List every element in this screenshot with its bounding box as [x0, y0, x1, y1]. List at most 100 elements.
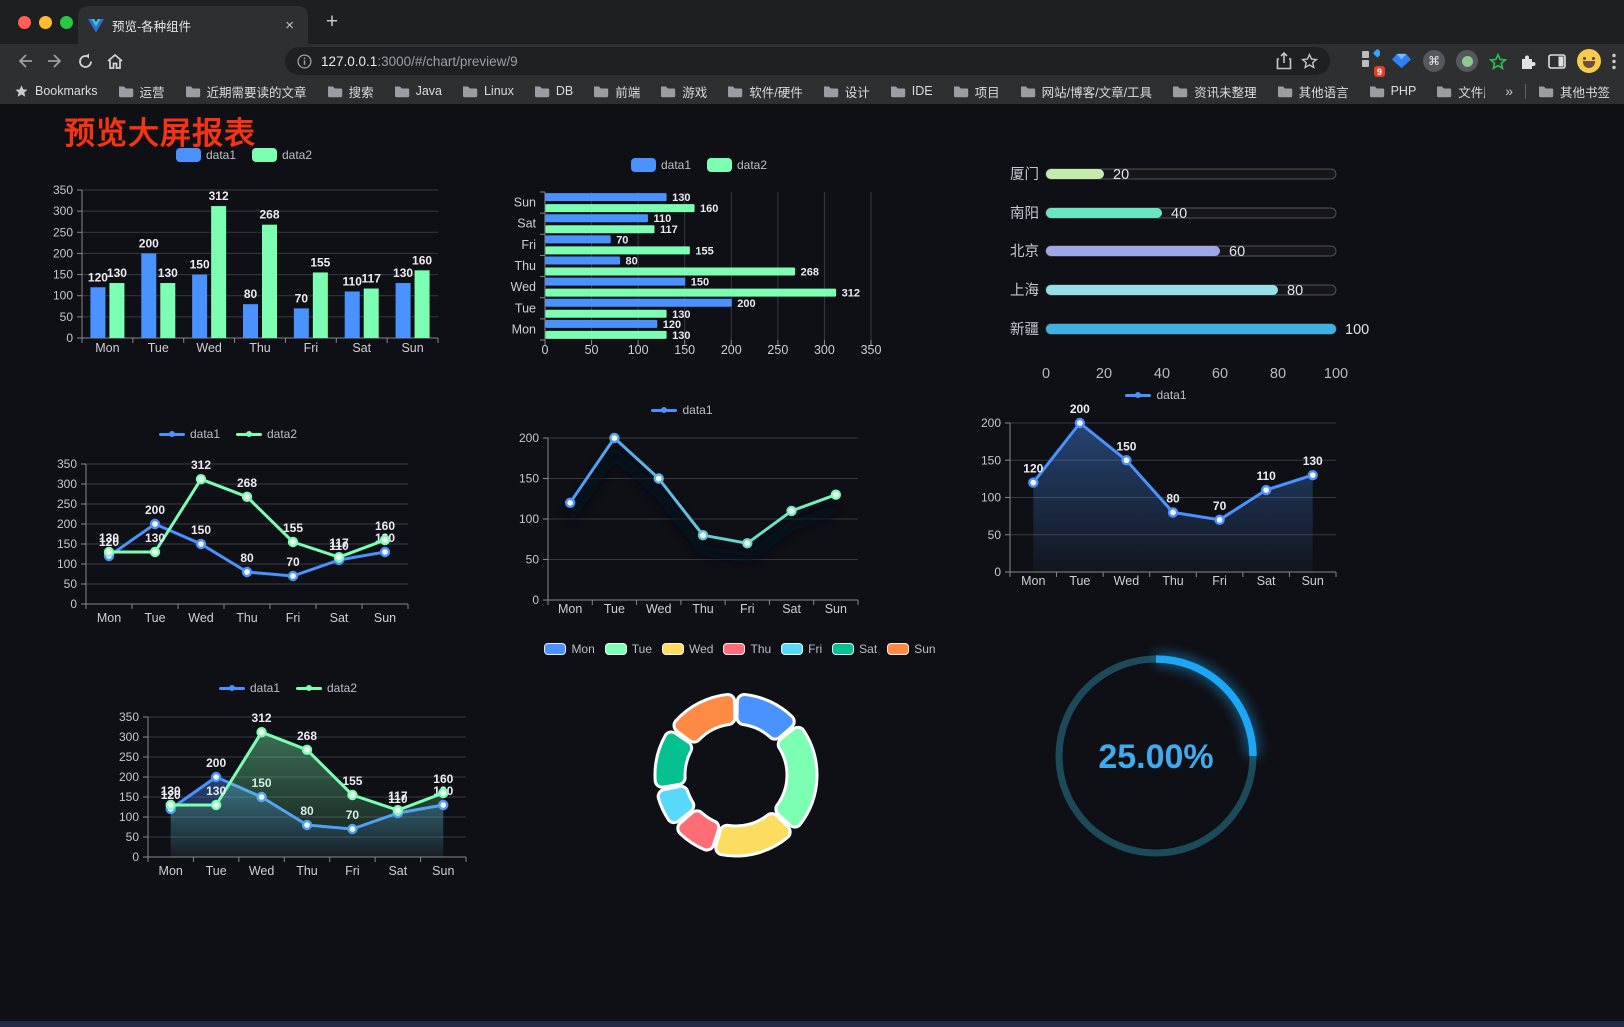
svg-text:150: 150 [519, 472, 539, 486]
svg-text:25.00%: 25.00% [1098, 738, 1213, 776]
svg-text:100: 100 [519, 512, 539, 526]
bookmark-folder[interactable]: IDE [890, 84, 933, 98]
legend-item-data1[interactable]: data1 [175, 148, 236, 162]
svg-text:0: 0 [542, 343, 549, 357]
legend-label: data2 [737, 158, 768, 172]
svg-text:80: 80 [1270, 366, 1286, 382]
legend-item-data2[interactable]: data2 [296, 681, 357, 695]
legend-item-Sat[interactable]: Sat [832, 642, 877, 656]
bookmark-folder[interactable]: 前端 [593, 82, 640, 101]
svg-text:Sun: Sun [432, 864, 454, 878]
bookmark-star-icon[interactable] [1301, 53, 1318, 69]
puzzle-extensions-icon[interactable] [1518, 52, 1537, 71]
bookmark-folder[interactable]: 其他语言 [1277, 82, 1349, 101]
chart-canvas[interactable] [538, 632, 942, 900]
donut-slice-Mon [735, 692, 796, 741]
share-icon[interactable] [1276, 52, 1292, 70]
legend-label: Tue [631, 642, 653, 656]
svg-text:150: 150 [191, 523, 211, 537]
home-button[interactable] [100, 47, 130, 75]
bookmark-folder[interactable]: Linux [462, 84, 514, 98]
bookmark-folder[interactable]: 文件服务器 [1436, 82, 1485, 101]
multi-line-chart[interactable]: data1 data2 0 50 100 150 200 250 300 350 Mon Tue Wed… [42, 422, 414, 644]
extensions-row: 9 ⌘ [1361, 44, 1616, 78]
forward-button[interactable] [40, 47, 70, 75]
horizontal-bar-chart[interactable]: data1 data2 0 50 100 150 200 250 300 350 Mon 120 130… [503, 150, 895, 368]
chart-canvas[interactable]: 0 50 100 150 200 Mon Tue Wed Thu Fri Sat Sun 120 200 1… [958, 386, 1354, 606]
legend-item-data2[interactable]: data2 [252, 148, 312, 162]
chart-canvas[interactable]: 0 50 100 150 200 250 300 350 Mon Tue Wed Thu Fri Sat S… [38, 146, 450, 382]
folder-icon [394, 86, 409, 97]
other-bookmarks[interactable]: 其他书签 [1538, 82, 1610, 101]
dual-area-chart[interactable]: data1 data2 0 50 100 150 200 250 300 350 Mon Tue Wed… [98, 672, 478, 900]
legend-item-data1[interactable]: data1 [158, 427, 220, 441]
menu-dots-icon[interactable] [1612, 53, 1616, 70]
legend-item-data1[interactable]: data1 [1125, 388, 1187, 402]
legend-item-data1[interactable]: data1 [218, 681, 280, 695]
svg-text:200: 200 [981, 416, 1001, 430]
bookmarks-overflow-chevron[interactable]: » [1505, 83, 1513, 99]
gauge-chart[interactable]: 25.00% [1028, 638, 1284, 878]
bookmark-folder[interactable]: 运营 [118, 82, 165, 101]
side-panel-icon[interactable] [1548, 53, 1566, 69]
extension-grid-icon[interactable]: 9 [1361, 49, 1385, 77]
svg-text:Sat: Sat [1257, 574, 1276, 588]
bookmark-folder[interactable]: 搜索 [327, 82, 374, 101]
bookmark-folder[interactable]: 软件/硬件 [727, 82, 803, 101]
new-tab-button[interactable]: + [325, 10, 339, 33]
legend-item-Mon[interactable]: Mon [544, 642, 595, 656]
legend-item-Sun[interactable]: Sun [887, 642, 936, 656]
bookmark-folder[interactable]: 网站/博客/文章/工具 [1020, 82, 1152, 101]
bookmark-folder[interactable]: 设计 [823, 82, 870, 101]
svg-text:160: 160 [375, 519, 395, 533]
chart-canvas[interactable]: 厦门 20 南阳 40 北京 60 上海 80 新疆 100 0 20 40 60 80 100 [993, 156, 1383, 396]
bookmark-folder[interactable]: DB [534, 84, 573, 98]
legend-item-Tue[interactable]: Tue [604, 642, 653, 656]
bookmark-folder[interactable]: PHP [1369, 84, 1416, 98]
legend-item-data1[interactable]: data1 [651, 403, 713, 417]
gem-extension-icon[interactable] [1391, 52, 1412, 70]
gradient-line-chart[interactable]: data1 0 50 100 150 200 Mon Tue Wed Thu Fri Sat Sun [498, 397, 866, 623]
legend-item-data2[interactable]: data2 [707, 158, 767, 172]
bookmark-folder[interactable]: 项目 [953, 82, 1000, 101]
bookmark-folder[interactable]: 近期需要读的文章 [185, 82, 307, 101]
legend-item-Fri[interactable]: Fri [781, 642, 822, 656]
chart-canvas[interactable]: 0 50 100 150 200 250 300 350 Mon Tue Wed Thu Fri Sat S… [98, 672, 478, 900]
legend-item-data1[interactable]: data1 [630, 158, 691, 172]
grouped-bar-chart[interactable]: data1 data2 0 50 100 150 200 250 300 350 Mon Tue Wed… [38, 146, 450, 382]
donut-chart[interactable]: Mon Tue Wed Thu Fri Sat Sun [538, 632, 942, 900]
chart-canvas[interactable]: 25.00% [1028, 638, 1284, 878]
chart-canvas[interactable]: 0 50 100 150 200 250 300 350 Mon Tue Wed Thu Fri Sat S… [42, 422, 414, 644]
reload-button[interactable] [70, 47, 100, 75]
tab-close-icon[interactable]: × [285, 16, 294, 34]
folder-icon [1173, 86, 1188, 97]
command-extension-icon[interactable]: ⌘ [1423, 50, 1445, 72]
folder-icon [534, 86, 550, 97]
chart-canvas[interactable]: 0 50 100 150 200 Mon Tue Wed Thu Fri Sat Sun [498, 397, 866, 623]
browser-tab[interactable]: 预览-各种组件 × [78, 6, 308, 44]
progress-bar-chart[interactable]: 厦门 20 南阳 40 北京 60 上海 80 新疆 100 0 20 40 60 80 100 [993, 156, 1383, 396]
bookmark-folder[interactable]: 资讯未整理 [1172, 82, 1257, 101]
svg-text:130: 130 [393, 266, 413, 280]
area-line-chart[interactable]: data1 0 50 100 150 200 Mon Tue Wed Thu Fri Sat Sun 12… [958, 386, 1354, 606]
bookmarks-label[interactable]: Bookmarks [14, 84, 98, 98]
profile-avatar[interactable] [1577, 49, 1601, 73]
zoom-button[interactable] [60, 16, 73, 29]
minimize-button[interactable] [39, 16, 52, 29]
back-button[interactable] [10, 47, 40, 75]
svg-text:130: 130 [161, 784, 181, 798]
green-star-extension-icon[interactable] [1489, 52, 1507, 70]
bookmark-folder[interactable]: 游戏 [660, 82, 707, 101]
legend-item-data2[interactable]: data2 [236, 427, 297, 441]
bookmark-folder[interactable]: Java [394, 84, 442, 98]
record-extension-icon[interactable] [1456, 50, 1478, 72]
line-marker-icon [218, 682, 245, 694]
address-bar[interactable]: 127.0.0.1:3000/#/chart/preview/9 [285, 47, 1330, 75]
legend-item-Thu[interactable]: Thu [723, 642, 771, 656]
close-button[interactable] [18, 16, 31, 29]
svg-text:150: 150 [190, 258, 210, 272]
info-icon[interactable] [297, 53, 312, 69]
legend-item-Wed[interactable]: Wed [662, 642, 713, 656]
svg-text:Mon: Mon [1021, 574, 1045, 588]
